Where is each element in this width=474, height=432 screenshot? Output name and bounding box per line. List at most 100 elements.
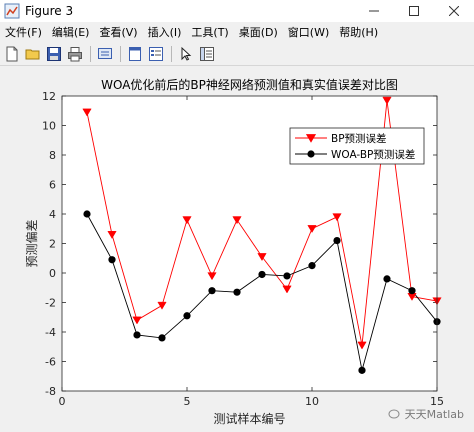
maximize-button[interactable]: [394, 0, 434, 22]
woa-bp-error-point: [158, 334, 166, 342]
matlab-figure-icon: [4, 3, 20, 19]
y-tick-label: -2: [45, 297, 56, 310]
x-tick-label: 15: [430, 395, 444, 408]
woa-bp-error-point: [358, 366, 366, 374]
axis-ticks: 0 5 10 15 -8 -6 -4 -2 0 2 4 6 8 10 12: [42, 90, 444, 408]
legend-marker-woa-bp: [307, 150, 315, 158]
bp-error-point: [82, 108, 92, 117]
close-icon: [449, 6, 459, 16]
woa-bp-error-point: [133, 331, 141, 339]
y-tick-label: -8: [45, 385, 56, 398]
minimize-button[interactable]: [354, 0, 394, 22]
menu-help[interactable]: 帮助(H): [339, 26, 379, 39]
bp-error-point: [232, 216, 242, 225]
woa-bp-error-point: [258, 270, 266, 279]
woa-bp-error-point: [108, 256, 116, 264]
property-editor-button[interactable]: [146, 44, 165, 63]
plot-browser-icon: [199, 46, 214, 61]
axes-frame: [61, 95, 438, 392]
save-icon: [46, 46, 61, 61]
bp-error-point: [157, 301, 167, 310]
plot-browser-button[interactable]: [197, 44, 216, 63]
window-title: Figure 3: [25, 4, 74, 18]
watermark-text: 天天Matlab: [404, 408, 464, 421]
legend[interactable]: BP预测误差 WOA-BP预测误差: [289, 127, 425, 165]
edit-plot-button[interactable]: [176, 44, 195, 63]
woa-bp-error-point: [408, 287, 416, 295]
y-tick-label: -6: [45, 356, 56, 369]
menu-edit[interactable]: 编辑(E): [51, 26, 90, 39]
save-button[interactable]: [44, 44, 63, 63]
menu-view[interactable]: 查看(V): [99, 26, 138, 39]
legend-box: [289, 127, 425, 165]
legend-marker-bp: [305, 134, 317, 143]
woa-bp-error-point: [333, 236, 341, 245]
series-markers: [82, 96, 442, 374]
toolbar-separator: [171, 45, 172, 62]
y-tick-label: -4: [45, 326, 56, 339]
menu-insert[interactable]: 插入(I): [147, 26, 182, 39]
bp-error-point: [182, 216, 192, 225]
x-tick-label: 0: [59, 395, 66, 408]
chart: 0 5 10 15 -8 -6 -4 -2 0 2 4 6 8 10 12 WOA优化前后的BP神经网络预测…: [24, 77, 444, 426]
maximize-icon: [409, 6, 419, 16]
print-icon: [67, 46, 82, 61]
figure-canvas: 0 5 10 15 -8 -6 -4 -2 0 2 4 6 8 10 12 WOA优化前后的BP神经网络预测…: [0, 67, 474, 428]
menu-desktop[interactable]: 桌面(D): [238, 26, 278, 39]
open-folder-icon: [25, 49, 39, 59]
open-button[interactable]: [23, 44, 42, 63]
x-tick-label: 5: [184, 395, 191, 408]
bp-error-point: [332, 213, 342, 222]
x-axis-label: 测试样本编号: [213, 411, 285, 426]
new-file-button[interactable]: [2, 44, 21, 63]
y-tick-label: 4: [49, 208, 56, 221]
y-tick-label: 12: [42, 90, 56, 103]
dock-icon: [128, 46, 141, 61]
close-button[interactable]: [434, 0, 474, 22]
new-file-icon: [6, 46, 17, 61]
minimize-icon: [369, 10, 379, 12]
wechat-icon: [388, 409, 400, 419]
figure-toolbar: [0, 42, 474, 66]
bp-error-point: [282, 285, 292, 294]
y-tick-label: 6: [49, 179, 56, 192]
bp-error-point: [382, 96, 392, 105]
print-button[interactable]: [65, 44, 84, 63]
y-tick-label: 8: [49, 149, 56, 162]
y-tick-label: 0: [49, 267, 56, 280]
toolbar-separator: [120, 45, 121, 62]
woa-bp-error-point: [183, 312, 191, 320]
y-tick-label: 10: [42, 120, 56, 133]
y-axis-label: 预测偏差: [24, 219, 39, 267]
y-tick-label: 2: [49, 238, 56, 251]
bp-error-point: [257, 253, 267, 262]
menu-file[interactable]: 文件(F): [5, 26, 42, 39]
menu-tools[interactable]: 工具(T): [191, 26, 229, 39]
bp-error-point: [307, 225, 317, 234]
woa-bp-error-point: [83, 210, 91, 218]
woa-bp-error-point: [233, 288, 241, 296]
toolbar-separator: [90, 45, 91, 62]
woa-bp-error-point: [308, 262, 316, 270]
dock-button[interactable]: [125, 44, 144, 63]
woa-bp-error-point: [208, 287, 216, 295]
print-preview-icon: [97, 47, 112, 59]
pointer-icon: [181, 46, 191, 61]
bp-error-point: [132, 316, 142, 325]
x-tick-label: 10: [305, 395, 319, 408]
window-controls: [354, 0, 474, 22]
bp-error-point: [107, 231, 117, 239]
window-titlebar: Figure 3: [0, 0, 474, 23]
menu-window[interactable]: 窗口(W): [287, 26, 330, 39]
bp-error-point: [357, 341, 367, 350]
menu-bar: 文件(F) 编辑(E) 查看(V) 插入(I) 工具(T) 桌面(D) 窗口(W…: [0, 22, 474, 42]
woa-bp-error-point: [383, 275, 391, 283]
bp-error-point: [207, 272, 217, 281]
legend-label-woa-bp: WOA-BP预测误差: [331, 148, 415, 161]
property-editor-icon: [148, 46, 163, 61]
woa-bp-error-point: [283, 272, 291, 280]
chart-title: WOA优化前后的BP神经网络预测值和真实值误差对比图: [101, 77, 398, 92]
print-preview-button[interactable]: [95, 44, 114, 63]
legend-label-bp: BP预测误差: [331, 132, 387, 145]
watermark: 天天Matlab: [388, 406, 464, 422]
